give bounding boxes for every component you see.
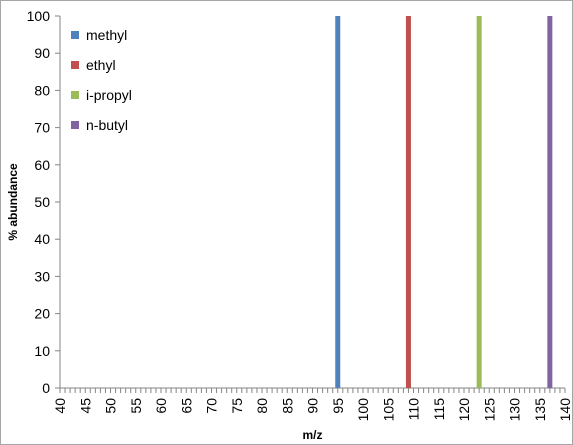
x-axis-title: m/z [302, 428, 322, 442]
x-tick-label: 80 [254, 398, 270, 414]
x-tick-label: 135 [532, 398, 548, 422]
legend-swatch-ethyl [71, 61, 79, 69]
y-tick-label: 100 [27, 8, 51, 24]
y-tick-label: 10 [34, 343, 50, 359]
x-tick-label: 50 [103, 398, 119, 414]
bar-ethyl [405, 16, 411, 388]
x-tick-label: 110 [406, 398, 422, 421]
plot-area: 0 10 20 30 40 50 60 70 80 90 100 40 45 50 55 60 65 70 75 80… [27, 8, 573, 421]
x-tick-label: 115 [431, 398, 447, 421]
legend-label-ethyl: ethyl [86, 57, 116, 73]
bar-methyl [335, 16, 341, 388]
legend-label-n-butyl: n-butyl [86, 117, 128, 133]
legend-label-i-propyl: i-propyl [86, 87, 132, 103]
x-tick-label: 40 [52, 398, 68, 414]
y-tick-label: 20 [34, 306, 50, 322]
bar-n-butyl [547, 16, 553, 388]
x-tick-label: 45 [77, 398, 93, 414]
x-tick-label: 65 [178, 398, 194, 414]
y-tick-label: 0 [42, 380, 50, 396]
x-tick-label: 90 [305, 398, 321, 414]
legend-swatch-i-propyl [71, 91, 79, 99]
y-tick-label: 60 [34, 157, 50, 173]
x-tick-label: 105 [380, 398, 396, 422]
x-tick-label: 75 [229, 398, 245, 414]
y-tick-label: 70 [34, 120, 50, 136]
y-tick-label: 80 [34, 82, 50, 98]
x-tick-label: 95 [330, 398, 346, 414]
y-tick-label: 50 [34, 194, 50, 210]
x-tick-label: 85 [279, 398, 295, 414]
x-tick-label: 70 [204, 398, 220, 414]
y-tick-label: 30 [34, 268, 50, 284]
legend-swatch-n-butyl [71, 121, 79, 129]
y-axis-title: % abundance [6, 163, 20, 241]
x-tick-label: 55 [128, 398, 144, 414]
x-tick-label: 140 [557, 398, 573, 422]
y-tick-label: 40 [34, 231, 50, 247]
x-tick-label: 100 [355, 398, 371, 422]
y-tick-label: 90 [34, 45, 50, 61]
x-tick-label: 60 [153, 398, 169, 414]
x-tick-label: 130 [507, 398, 523, 422]
legend-swatch-methyl [71, 31, 79, 39]
x-tick-label: 120 [456, 398, 472, 422]
bar-i-propyl [476, 16, 482, 388]
x-tick-label: 125 [481, 398, 497, 422]
legend-label-methyl: methyl [86, 27, 127, 43]
